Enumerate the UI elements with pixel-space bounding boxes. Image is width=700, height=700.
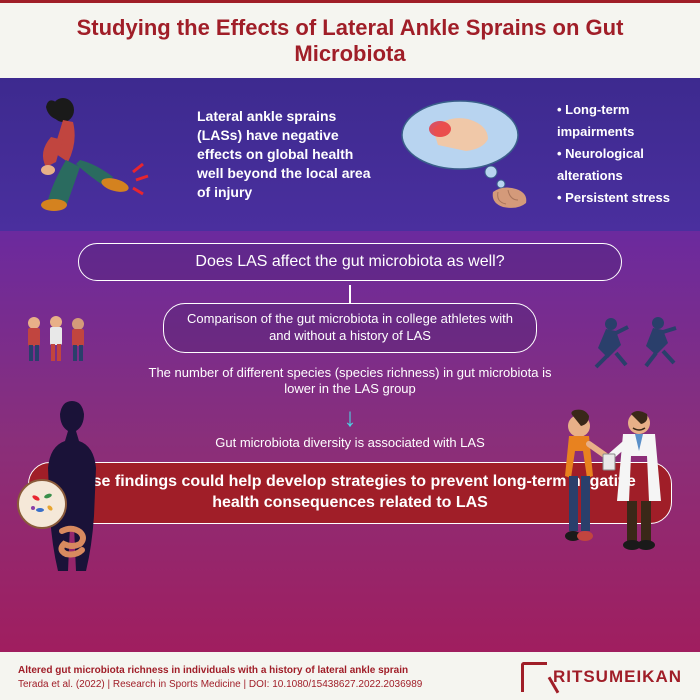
brand-name: RITSUMEIKAN bbox=[553, 667, 682, 687]
title-bar: Studying the Effects of Lateral Ankle Sp… bbox=[0, 0, 700, 78]
citation-detail: Terada et al. (2022) | Research in Sport… bbox=[18, 678, 422, 692]
logo-r-icon bbox=[521, 662, 547, 692]
brand-logo: RITSUMEIKAN bbox=[521, 662, 682, 692]
bullets-list: • Long-term impairments • Neurological a… bbox=[557, 99, 682, 209]
bullet-item: • Persistent stress bbox=[557, 187, 682, 209]
infographic-container: Studying the Effects of Lateral Ankle Sp… bbox=[0, 0, 700, 700]
bullet-item: • Long-term impairments bbox=[557, 99, 682, 143]
conclusion-text: Gut microbiota diversity is associated w… bbox=[168, 435, 532, 452]
main-title: Studying the Effects of Lateral Ankle Sp… bbox=[20, 15, 680, 68]
finding-text: The number of different species (species… bbox=[148, 365, 552, 399]
illustration-thought-bubble bbox=[388, 97, 543, 212]
section-research: Does LAS affect the gut microbiota as we… bbox=[0, 231, 700, 652]
bullet-item: • Neurological alterations bbox=[557, 143, 682, 187]
footer: Altered gut microbiota richness in indiv… bbox=[0, 652, 700, 700]
illustration-person-ankle bbox=[18, 92, 183, 217]
citation: Altered gut microbiota richness in indiv… bbox=[18, 664, 422, 692]
question-box: Does LAS affect the gut microbiota as we… bbox=[78, 243, 622, 281]
illustration-body-microbiota bbox=[14, 396, 129, 576]
illustration-athletes-group bbox=[14, 313, 104, 375]
connector-line bbox=[349, 285, 351, 303]
comparison-box: Comparison of the gut microbiota in coll… bbox=[163, 303, 537, 353]
section-effects: Lateral ankle sprains (LASs) have negati… bbox=[0, 78, 700, 231]
citation-title: Altered gut microbiota richness in indiv… bbox=[18, 664, 422, 678]
illustration-athletes-running bbox=[586, 313, 686, 375]
illustration-patient-doctor bbox=[531, 406, 686, 561]
intro-text: Lateral ankle sprains (LASs) have negati… bbox=[197, 107, 374, 201]
